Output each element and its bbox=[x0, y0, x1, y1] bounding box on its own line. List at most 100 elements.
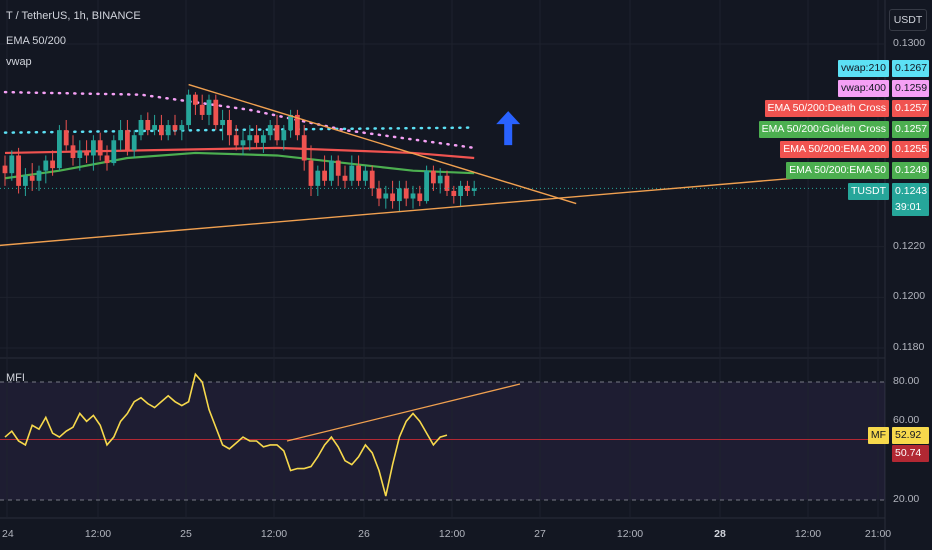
candle-body bbox=[213, 99, 219, 126]
price-tick-label: 0.1180 bbox=[893, 341, 925, 353]
candle-body bbox=[145, 120, 151, 131]
candle-body bbox=[172, 125, 178, 131]
candle-body bbox=[444, 175, 450, 191]
mfi-tick-label: 80.00 bbox=[893, 375, 920, 387]
price-badge-value: 0.1257 bbox=[892, 121, 929, 138]
candle-body bbox=[57, 130, 62, 169]
candle-body bbox=[437, 175, 443, 184]
candle-body bbox=[97, 140, 103, 156]
candle-body bbox=[152, 125, 157, 131]
mfi-ref-value: 50.74 bbox=[892, 445, 929, 463]
time-tick-label: 12:00 bbox=[616, 528, 644, 540]
mfi-band-fill bbox=[0, 382, 885, 500]
candle-body bbox=[227, 120, 232, 136]
time-tick-label: 12:00 bbox=[260, 528, 288, 540]
candle-body bbox=[315, 170, 321, 186]
candle-body bbox=[397, 188, 402, 202]
candle-body bbox=[125, 130, 130, 151]
candle-body bbox=[281, 130, 287, 141]
price-badge-label: vwap:400 bbox=[838, 80, 889, 97]
price-badge-value: 0.1267 bbox=[892, 60, 929, 77]
candle-body bbox=[206, 99, 212, 115]
candle-body bbox=[363, 170, 368, 181]
time-tick-label: 12:00 bbox=[794, 528, 822, 540]
candle-body bbox=[267, 125, 273, 136]
price-badge-label: EMA 50/200:Golden Cross bbox=[758, 121, 889, 138]
series-vwap-210 bbox=[3, 126, 476, 134]
candle-body bbox=[471, 188, 477, 191]
price-badge-value: 0.1255 bbox=[892, 141, 929, 158]
trendline bbox=[0, 177, 794, 247]
price-badge-label: vwap:210 bbox=[838, 60, 889, 77]
candle-body bbox=[220, 120, 225, 126]
candle-body bbox=[376, 188, 382, 199]
time-tick-label: 28 bbox=[714, 528, 726, 540]
price-tick-label: 0.1220 bbox=[893, 239, 926, 252]
candle-body bbox=[165, 125, 171, 136]
candle-body bbox=[111, 140, 117, 164]
candle-body bbox=[199, 104, 205, 115]
time-tick-label: 25 bbox=[180, 528, 192, 540]
candle-body bbox=[2, 165, 8, 174]
time-tick-label: 12:00 bbox=[438, 528, 466, 540]
candle-body bbox=[159, 125, 164, 136]
candle-body bbox=[295, 114, 300, 136]
mfi-tick-label: 60.00 bbox=[893, 414, 920, 427]
price-badge-label: EMA 50/200:Death Cross bbox=[764, 100, 889, 117]
price-badge-label: EMA 50/200:EMA 200 bbox=[780, 141, 889, 158]
currency-button[interactable]: USDT bbox=[889, 9, 927, 31]
candle-body bbox=[288, 114, 293, 131]
candle-body bbox=[104, 155, 110, 164]
mfi-trendline bbox=[286, 383, 521, 442]
candle-body bbox=[70, 145, 76, 158]
candle-body bbox=[329, 160, 334, 181]
time-tick-label: 12:00 bbox=[84, 528, 112, 540]
time-tick-label: 27 bbox=[534, 528, 546, 540]
time-tick-label: 21:00 bbox=[864, 528, 892, 540]
candle-body bbox=[247, 135, 253, 141]
time-tick-label: 24 bbox=[2, 528, 14, 540]
symbol-title[interactable]: T / TetherUS, 1h, BINANCE bbox=[6, 10, 141, 22]
price-badge-value: 0.1249 bbox=[892, 162, 929, 179]
candle-body bbox=[29, 175, 35, 181]
candle-body bbox=[301, 135, 307, 161]
indicator-vwap-label[interactable]: vwap bbox=[6, 56, 32, 68]
candle-body bbox=[410, 193, 416, 199]
candle-body bbox=[118, 130, 123, 141]
candle-body bbox=[261, 135, 266, 143]
candle-body bbox=[349, 165, 355, 181]
price-countdown: 39:01 bbox=[892, 199, 929, 216]
price-badge-value: 0.1259 bbox=[892, 80, 929, 97]
candle-body bbox=[233, 135, 239, 146]
candle-body bbox=[9, 155, 15, 174]
candle-body bbox=[424, 170, 429, 202]
price-badge-label: EMA 50/200:EMA 50 bbox=[786, 162, 889, 179]
mfi-pane-title[interactable]: MFI bbox=[6, 372, 25, 384]
candle-body bbox=[458, 185, 463, 196]
price-badge-label: TUSDT bbox=[848, 183, 889, 200]
candle-body bbox=[308, 160, 314, 186]
candle-body bbox=[431, 170, 436, 184]
candle-body bbox=[193, 94, 198, 105]
candle-body bbox=[63, 130, 69, 146]
candle-body bbox=[356, 165, 361, 181]
candle-body bbox=[322, 170, 327, 181]
up-arrow-icon bbox=[496, 111, 521, 146]
time-tick-label: 26 bbox=[358, 528, 370, 540]
mfi-tick-label: 20.00 bbox=[893, 493, 920, 505]
candle-body bbox=[254, 135, 259, 143]
trendline bbox=[188, 83, 577, 205]
series-ema-50 bbox=[4, 151, 475, 180]
candle-body bbox=[131, 135, 137, 151]
candle-body bbox=[138, 120, 144, 136]
candle-body bbox=[451, 190, 457, 196]
indicator-ema-label[interactable]: EMA 50/200 bbox=[6, 35, 66, 47]
candle-body bbox=[240, 140, 246, 146]
candle-body bbox=[186, 94, 191, 126]
candle-body bbox=[36, 170, 42, 181]
candle-body bbox=[390, 193, 395, 202]
candle-body bbox=[179, 125, 185, 131]
candle-body bbox=[369, 170, 375, 189]
mf-value: 52.92 bbox=[892, 427, 929, 445]
